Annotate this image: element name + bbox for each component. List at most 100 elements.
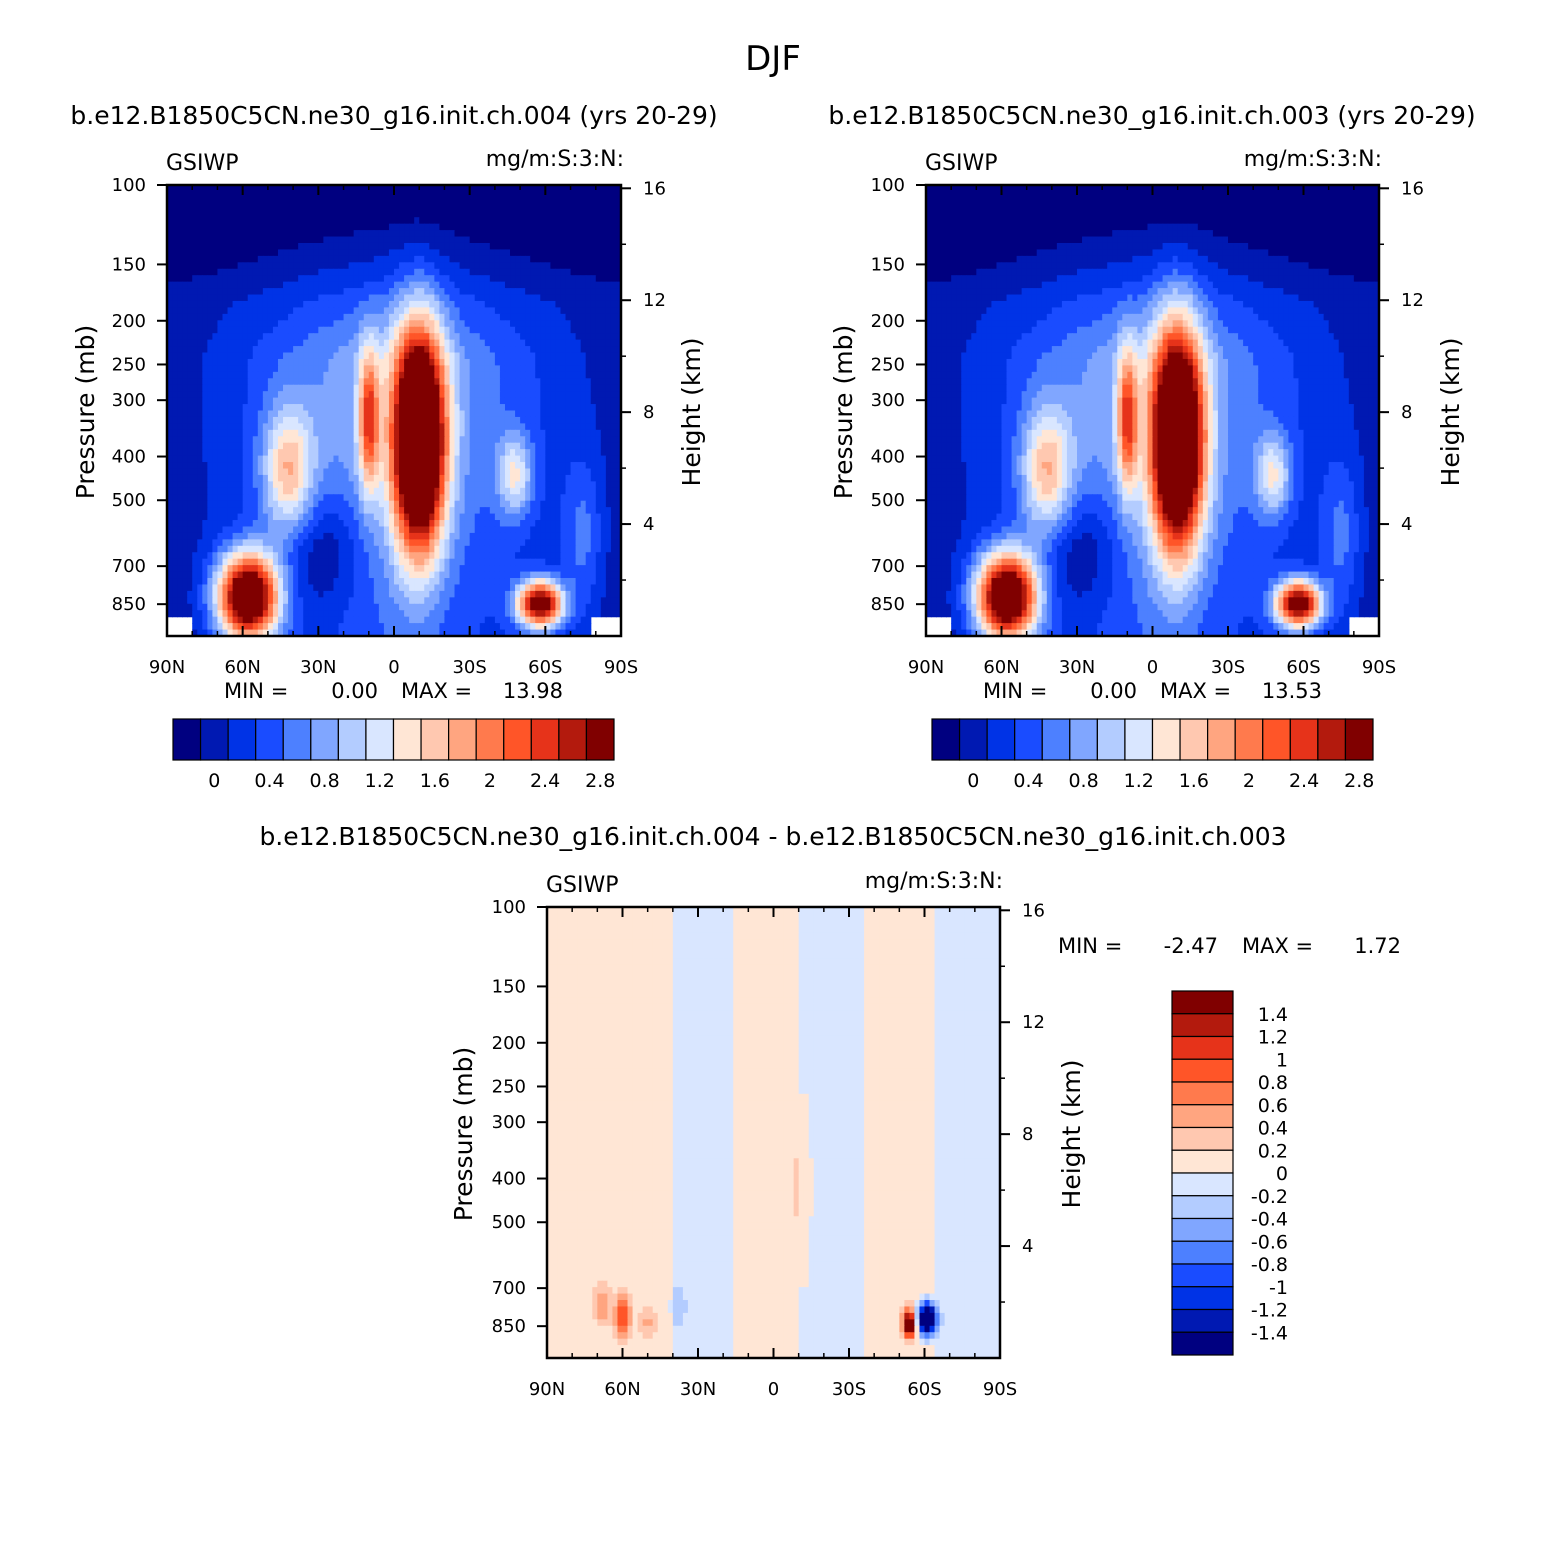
heatmap-cell (318, 300, 324, 309)
heatmap-cell (585, 365, 592, 373)
heatmap-cell (353, 462, 360, 470)
heatmap-cell (343, 197, 350, 205)
heatmap-cell (177, 358, 183, 366)
heatmap-cell (283, 242, 289, 251)
heatmap-cell (474, 442, 481, 450)
heatmap-cell (262, 532, 269, 540)
heatmap-cell (499, 268, 506, 276)
heatmap-cell (459, 339, 466, 347)
heatmap-cell (580, 339, 587, 347)
heatmap-cell (535, 275, 541, 283)
heatmap-cell (212, 352, 219, 360)
heatmap-cell (419, 481, 425, 489)
heatmap-cell (419, 404, 425, 412)
heatmap-cell (277, 539, 284, 547)
heatmap-cell (499, 262, 506, 270)
heatmap-cell (510, 532, 516, 540)
heatmap-cell (414, 532, 420, 540)
heatmap-cell (469, 507, 476, 515)
heatmap-cell (237, 487, 244, 495)
heatmap-cell (409, 358, 415, 366)
heatmap-cell (262, 442, 269, 450)
heatmap-cell (595, 268, 602, 276)
heatmap-cell (545, 281, 551, 289)
heatmap-cell (585, 455, 592, 463)
heatmap-cell (530, 217, 536, 225)
heatmap-cell (504, 313, 511, 321)
heatmap-cell (378, 365, 385, 373)
heatmap-cell (469, 333, 476, 341)
heatmap-cell (197, 300, 203, 309)
heatmap-cell (484, 423, 491, 431)
heatmap-cell (383, 339, 390, 347)
heatmap-cell (277, 185, 284, 193)
heatmap-cell (474, 462, 481, 470)
heatmap-cell (318, 204, 324, 212)
heatmap-cell (202, 268, 208, 276)
heatmap-cell (580, 365, 587, 373)
heatmap-cell (494, 532, 501, 540)
heatmap-cell (404, 436, 410, 444)
heatmap-cell (217, 275, 224, 283)
heatmap-cell (530, 391, 536, 399)
heatmap-cell (232, 358, 239, 366)
heatmap-cell (605, 268, 612, 276)
heatmap-cell (172, 391, 178, 399)
heatmap-cell (187, 268, 193, 276)
heatmap-cell (288, 217, 294, 225)
panel-1-title: b.e12.B1850C5CN.ne30_g16.init.ch.004 (yr… (70, 101, 717, 130)
heatmap-cell (515, 429, 521, 437)
heatmap-cell (267, 423, 274, 431)
heatmap-cell (595, 397, 602, 405)
heatmap-cell (388, 352, 395, 360)
heatmap-cell (202, 449, 208, 457)
heatmap-cell (399, 494, 405, 502)
heatmap-cell (187, 391, 193, 399)
heatmap-cell (560, 474, 567, 482)
heatmap-cell (504, 230, 511, 238)
heatmap-cell (585, 410, 592, 418)
heatmap-cell (404, 513, 410, 521)
heatmap-cell (232, 449, 239, 457)
heatmap-cell (267, 455, 274, 463)
heatmap-cell (499, 294, 506, 302)
heatmap-cell (444, 487, 451, 495)
heatmap-cell (565, 191, 572, 199)
heatmap-cell (383, 513, 390, 521)
heatmap-cell (479, 455, 486, 463)
heatmap-cell (555, 230, 562, 238)
heatmap-cell (515, 294, 521, 302)
heatmap-cell (303, 487, 309, 495)
heatmap-cell (414, 262, 420, 270)
heatmap-cell (530, 300, 536, 309)
heatmap-cell (414, 249, 420, 257)
heatmap-cell (454, 249, 461, 257)
heatmap-cell (277, 442, 284, 450)
heatmap-cell (232, 494, 239, 502)
heatmap-cell (575, 487, 582, 495)
heatmap-cell (459, 268, 466, 276)
heatmap-cell (530, 236, 536, 244)
heatmap-cell (313, 474, 319, 482)
heatmap-cell (434, 313, 440, 321)
heatmap-cell (247, 268, 254, 276)
heatmap-cell (540, 242, 546, 251)
heatmap-cell (535, 191, 541, 199)
heatmap-cell (590, 423, 597, 431)
heatmap-cell (247, 494, 254, 502)
heatmap-cell (525, 358, 531, 366)
heatmap-cell (303, 442, 309, 450)
heatmap-cell (197, 210, 203, 218)
heatmap-cell (504, 365, 511, 373)
heatmap-cell (378, 275, 385, 283)
heatmap-cell (479, 255, 486, 263)
heatmap-cell (378, 242, 385, 251)
heatmap-cell (358, 371, 365, 379)
heatmap-cell (348, 384, 355, 392)
heatmap-cell (303, 230, 309, 238)
heatmap-cell (550, 262, 557, 270)
heatmap-cell (600, 468, 607, 476)
heatmap-cell (227, 449, 234, 457)
heatmap-cell (167, 249, 173, 257)
heatmap-cell (595, 320, 602, 328)
